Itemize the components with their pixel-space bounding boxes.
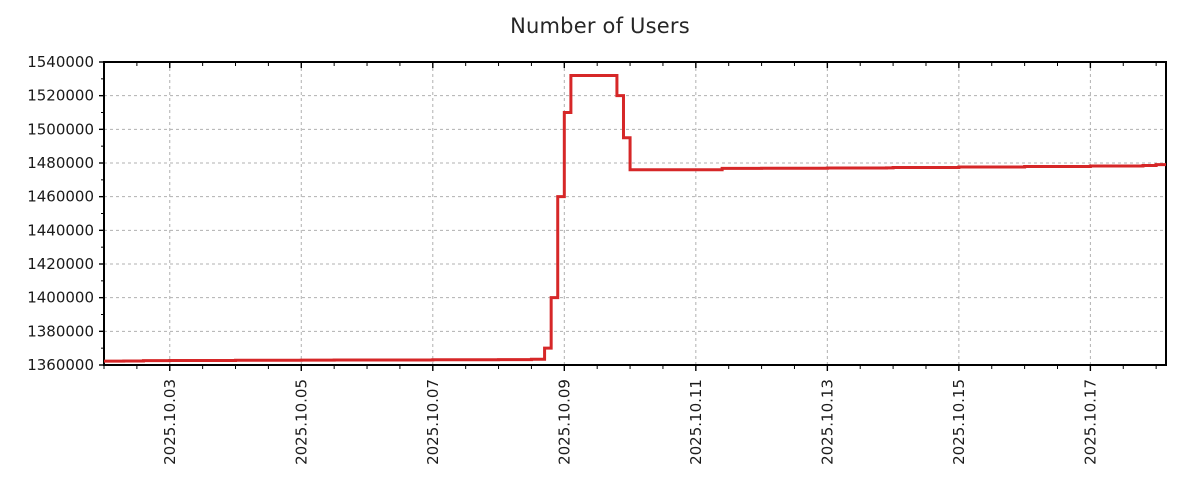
plot-frame [103,61,1167,366]
chart-title: Number of Users [510,14,690,38]
y-tick-label: 1400000 [27,289,94,307]
data-series-layer [104,73,1166,363]
x-tick-label: 2025.10.13 [818,379,836,465]
y-tick-label: 1500000 [27,120,94,138]
x-axis-tick-labels: 2025.10.03 2025.10.05 2025.10.07 2025.10.09… [161,379,1100,465]
x-tick-label: 2025.10.15 [950,379,968,465]
y-tick-label: 1520000 [27,87,94,105]
y-tick-label: 1540000 [27,53,94,71]
tick-marks-layer [99,61,1157,371]
x-tick-label: 2025.10.17 [1081,379,1099,465]
y-tick-label: 1380000 [27,322,94,340]
axis-spines [103,61,1167,366]
y-tick-label: 1360000 [27,356,94,374]
y-axis-tick-labels: 1360000 1380000 1400000 1420000 1440000 14600… [27,53,94,374]
x-tick-label: 2025.10.05 [292,379,310,465]
x-tick-label: 2025.10.03 [161,379,179,465]
x-tick-label: 2025.10.11 [687,379,705,465]
y-tick-label: 1420000 [27,255,94,273]
x-tick-label: 2025.10.09 [555,379,573,465]
y-tick-label: 1480000 [27,154,94,172]
series-line [104,73,1166,363]
y-tick-label: 1460000 [27,188,94,206]
x-tick-label: 2025.10.07 [424,379,442,465]
grid-layer [104,61,1166,366]
y-tick-label: 1440000 [27,221,94,239]
